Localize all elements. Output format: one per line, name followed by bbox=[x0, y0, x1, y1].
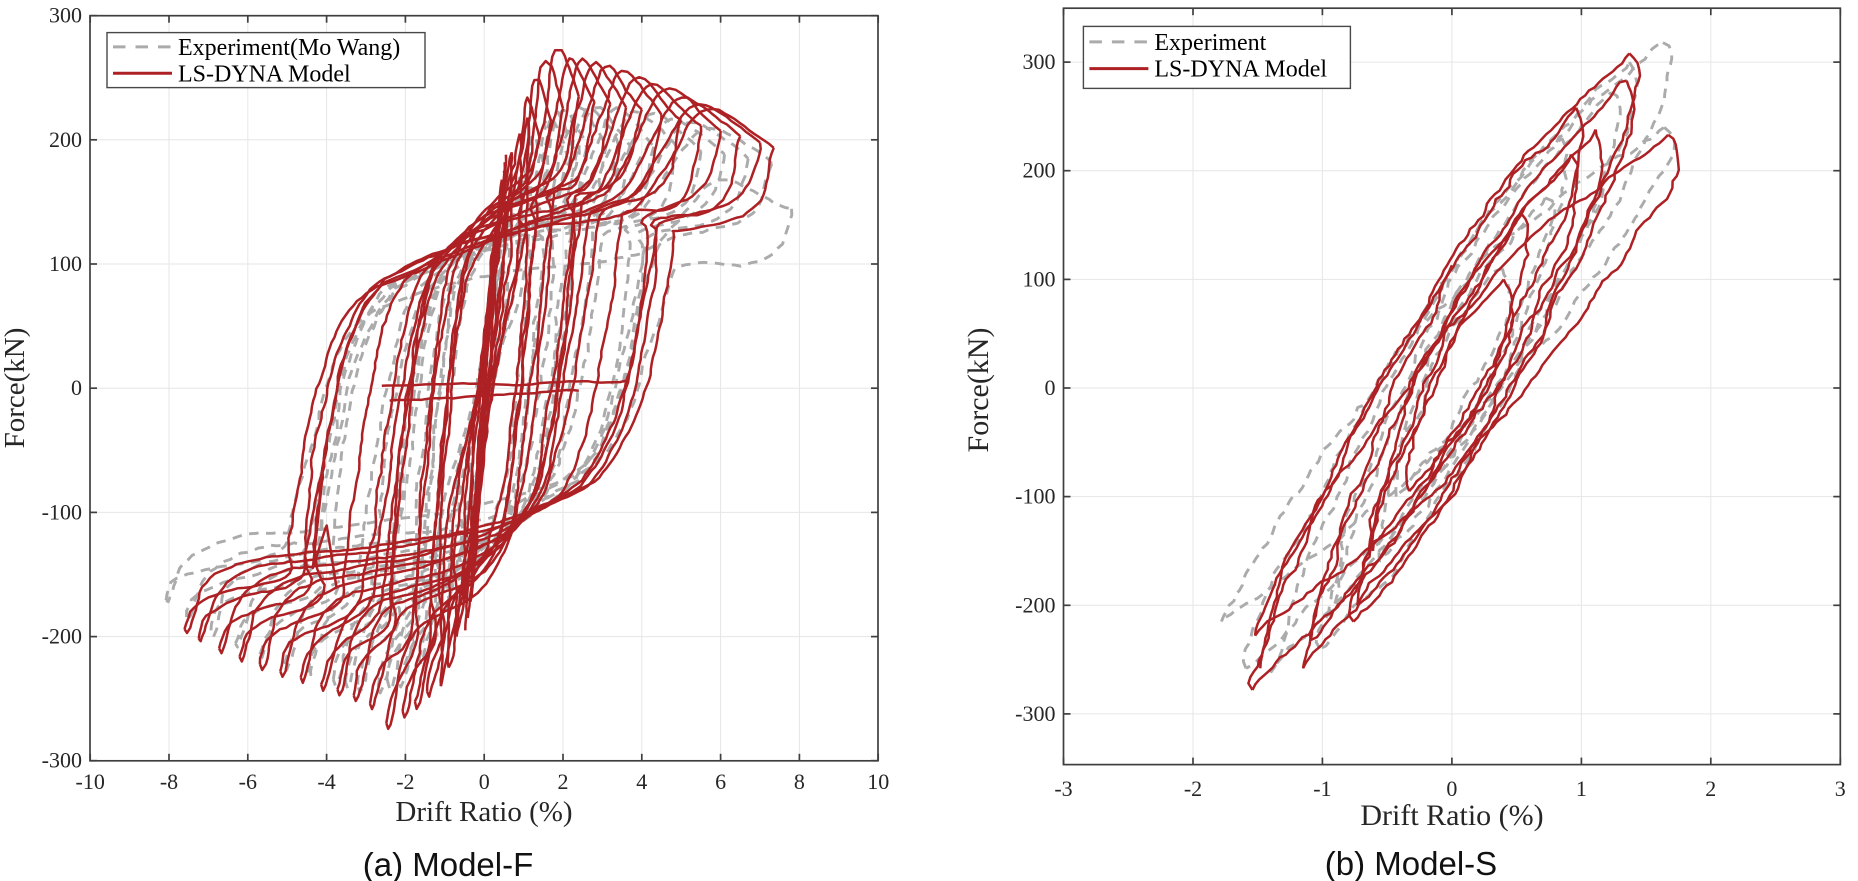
svg-text:-2: -2 bbox=[1184, 776, 1202, 801]
svg-text:2: 2 bbox=[558, 769, 569, 794]
svg-text:100: 100 bbox=[1023, 266, 1056, 291]
svg-text:LS-DYNA Model: LS-DYNA Model bbox=[178, 61, 351, 87]
svg-text:(a) Model-F: (a) Model-F bbox=[363, 846, 534, 881]
svg-text:(b) Model-S: (b) Model-S bbox=[1325, 845, 1497, 881]
svg-text:LS-DYNA Model: LS-DYNA Model bbox=[1154, 57, 1327, 83]
svg-text:-3: -3 bbox=[1054, 776, 1072, 801]
svg-text:300: 300 bbox=[49, 3, 82, 28]
svg-text:-10: -10 bbox=[76, 769, 105, 794]
svg-text:-300: -300 bbox=[1015, 701, 1055, 726]
svg-text:-200: -200 bbox=[42, 624, 82, 649]
svg-text:-100: -100 bbox=[1015, 484, 1055, 509]
svg-text:0: 0 bbox=[479, 769, 490, 794]
svg-text:Force(kN): Force(kN) bbox=[0, 328, 31, 449]
svg-text:-8: -8 bbox=[160, 769, 178, 794]
svg-text:-200: -200 bbox=[1015, 592, 1055, 617]
svg-text:300: 300 bbox=[1023, 49, 1056, 74]
svg-text:6: 6 bbox=[715, 769, 726, 794]
svg-text:4: 4 bbox=[636, 769, 647, 794]
svg-text:Drift Ratio (%): Drift Ratio (%) bbox=[1360, 799, 1543, 832]
svg-text:-100: -100 bbox=[42, 499, 82, 524]
svg-text:1: 1 bbox=[1576, 776, 1587, 801]
svg-text:Experiment: Experiment bbox=[1154, 30, 1266, 56]
svg-text:-1: -1 bbox=[1313, 776, 1331, 801]
svg-text:0: 0 bbox=[1045, 375, 1056, 400]
svg-text:3: 3 bbox=[1835, 776, 1846, 801]
svg-text:8: 8 bbox=[794, 769, 805, 794]
svg-text:-4: -4 bbox=[317, 769, 335, 794]
svg-text:-300: -300 bbox=[42, 748, 82, 773]
svg-text:0: 0 bbox=[71, 375, 82, 400]
svg-text:Force(kN): Force(kN) bbox=[962, 328, 995, 453]
svg-text:10: 10 bbox=[867, 769, 889, 794]
svg-text:100: 100 bbox=[49, 251, 82, 276]
svg-text:200: 200 bbox=[49, 127, 82, 152]
svg-text:Experiment(Mo Wang): Experiment(Mo Wang) bbox=[178, 35, 400, 61]
svg-text:-6: -6 bbox=[239, 769, 257, 794]
svg-text:-2: -2 bbox=[396, 769, 414, 794]
svg-text:200: 200 bbox=[1023, 158, 1056, 183]
svg-text:Drift Ratio (%): Drift Ratio (%) bbox=[395, 796, 572, 828]
svg-text:2: 2 bbox=[1705, 776, 1716, 801]
svg-text:0: 0 bbox=[1446, 776, 1457, 801]
